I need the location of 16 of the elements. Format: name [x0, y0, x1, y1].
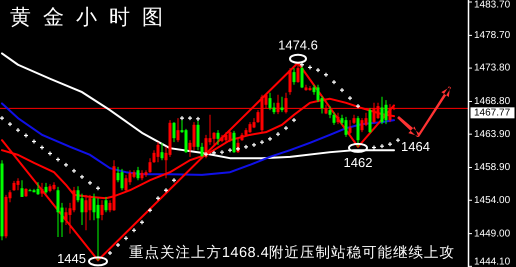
y-tick-label: 1449.00 — [474, 228, 511, 240]
annotation: 1445 — [57, 250, 86, 266]
y-tick-label: 1483.70 — [474, 0, 511, 11]
y-tick-label: 1473.80 — [474, 62, 511, 74]
y-tick-label: 1468.80 — [474, 96, 511, 108]
chart-title: 黄金小时图 — [10, 5, 175, 29]
annotation: 1474.6 — [278, 38, 318, 53]
y-tick-label: 1463.90 — [474, 128, 511, 140]
y-tick-label: 1458.90 — [474, 162, 511, 174]
y-tick-label: 1478.70 — [474, 30, 511, 42]
y-tick-label: 1444.10 — [474, 256, 511, 267]
annotation: 1464 — [401, 139, 430, 154]
annotation: 1462 — [344, 154, 372, 170]
y-tick-label: 1454.00 — [474, 194, 511, 206]
ref-line-label: 1467.77 — [474, 108, 511, 119]
annotation: 重点关注上方1468.4附近压制站稳可能继续上攻 — [128, 244, 456, 261]
